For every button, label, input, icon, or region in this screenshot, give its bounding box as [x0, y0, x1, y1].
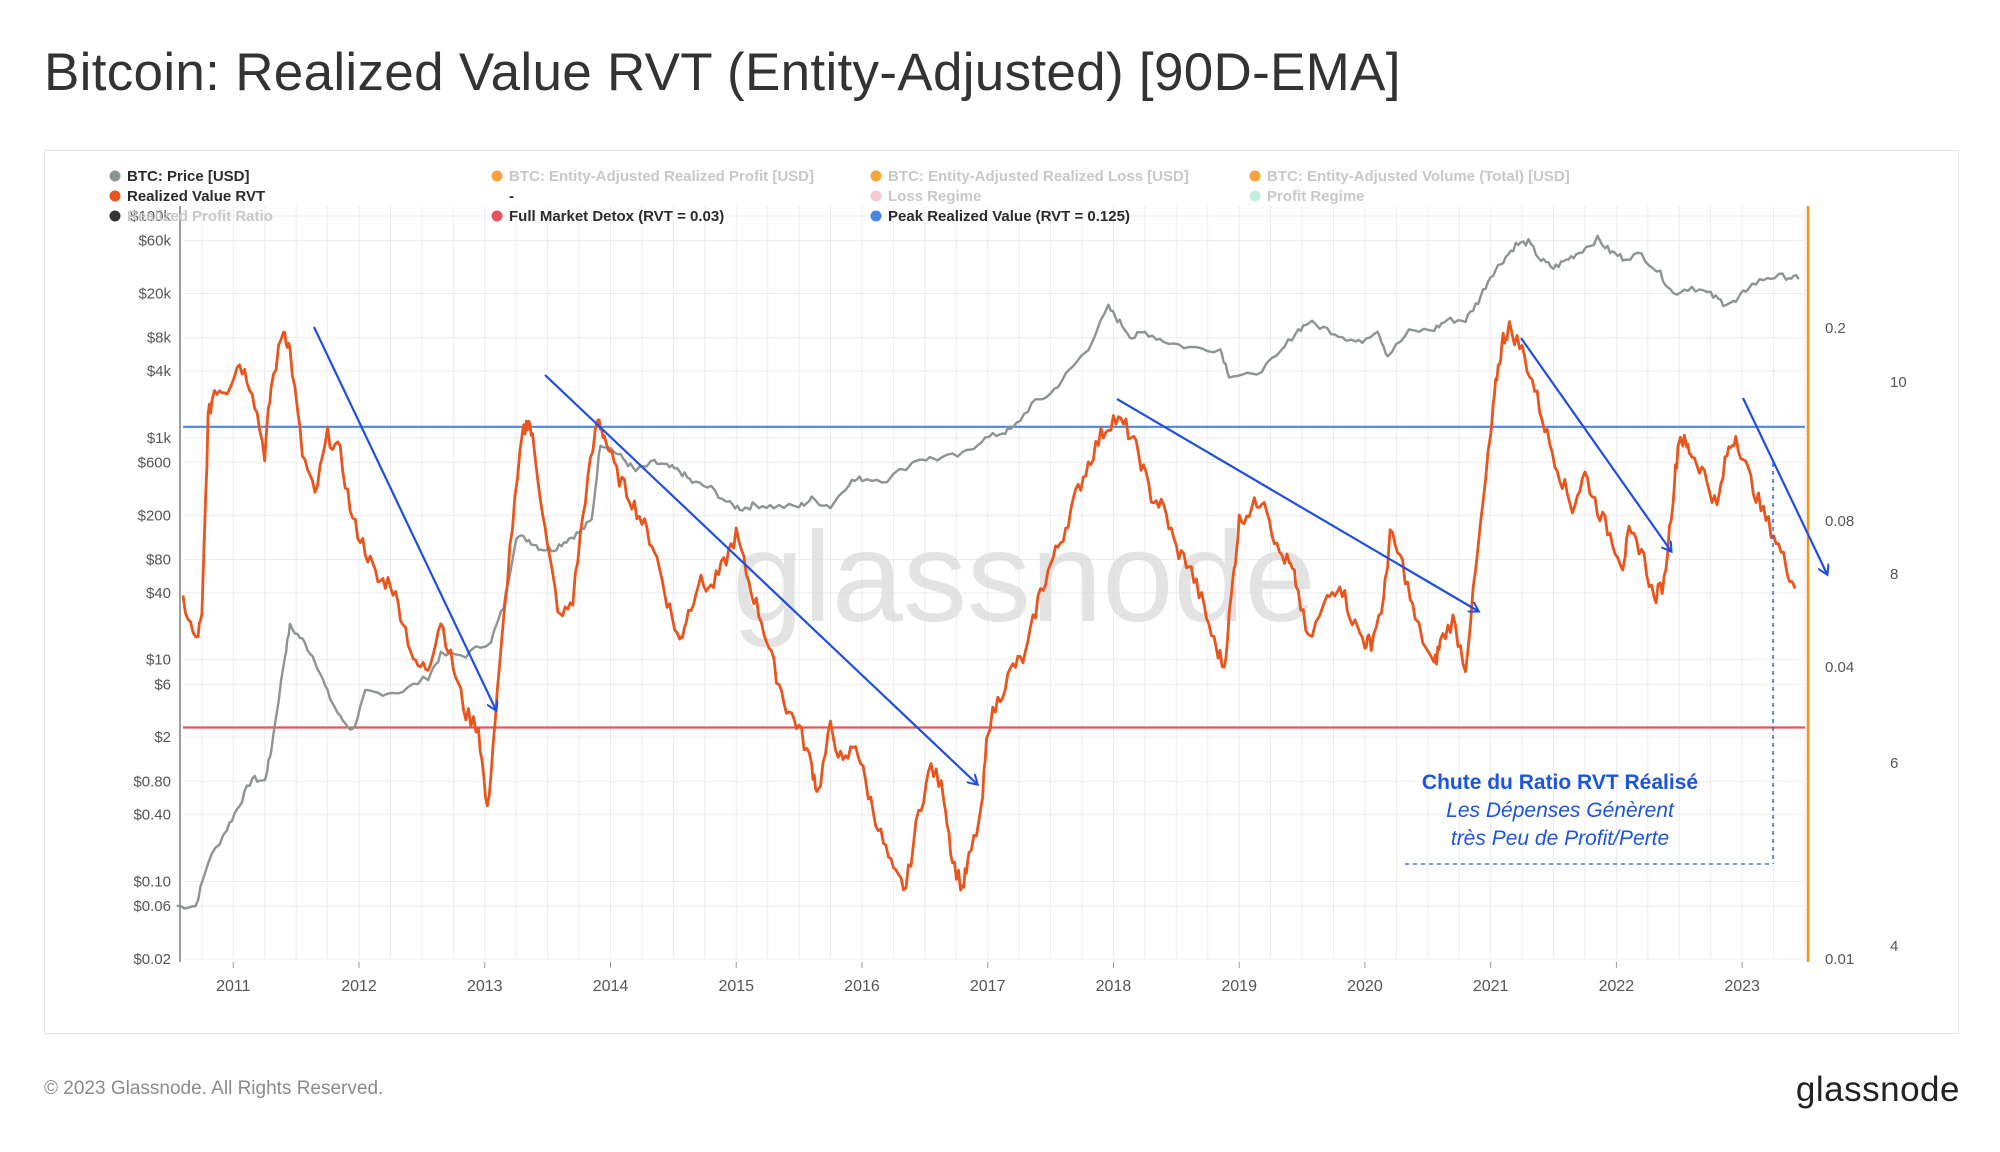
- left-axis-tick-label: $60k: [138, 233, 171, 250]
- annotation-line-2: très Peu de Profit/Perte: [1451, 827, 1669, 850]
- legend-label: Loss Regime: [888, 188, 981, 205]
- legend-marker: [870, 190, 882, 202]
- left-axis-tick-label: $4k: [147, 363, 172, 380]
- left-axis-tick-label: $100k: [130, 208, 171, 225]
- legend-marker: [109, 170, 121, 182]
- far-right-axis-tick-label: 10: [1890, 374, 1907, 391]
- btc-price-line: [176, 234, 1800, 910]
- x-axis-tick-label: 2014: [593, 978, 629, 995]
- trend-arrow: [1520, 337, 1671, 551]
- chart-svg: glassnode $100k $60k $20k $8k $4k $1k $600 $200…: [109, 168, 1907, 995]
- left-axis-tick-label: $0.40: [133, 807, 171, 824]
- left-axis-tick-label: $1k: [147, 430, 172, 447]
- legend-marker: [491, 170, 503, 182]
- legend-marker: [870, 210, 882, 222]
- left-axis-tick-label: $200: [138, 507, 171, 524]
- annotation-line-1: Les Dépenses Génèrent: [1446, 799, 1675, 822]
- left-axis-tick-label: $2: [154, 729, 171, 746]
- right-axis-tick-label: 0.08: [1825, 513, 1854, 530]
- x-axis-tick-label: 2017: [970, 978, 1006, 995]
- brand-logo: glassnode: [1795, 1070, 1960, 1109]
- x-axis-tick-label: 2012: [341, 978, 377, 995]
- x-axis-tick-label: 2018: [1096, 978, 1132, 995]
- x-axis-tick-label: 2016: [844, 978, 880, 995]
- x-axis-tick-label: 2021: [1473, 978, 1509, 995]
- page-title: Bitcoin: Realized Value RVT (Entity-Adju…: [44, 43, 1401, 102]
- x-axis-tick-label: 2013: [467, 978, 503, 995]
- trend-arrow: [1742, 397, 1827, 574]
- legend-label: Realized Profit Ratio: [127, 208, 273, 225]
- legend-label: -: [509, 188, 514, 205]
- legend-label: BTC: Entity-Adjusted Realized Profit [US…: [509, 168, 814, 185]
- x-axis-tick-label: 2015: [718, 978, 754, 995]
- left-axis-tick-label: $0.80: [133, 773, 171, 790]
- copyright-text: © 2023 Glassnode. All Rights Reserved.: [44, 1078, 384, 1099]
- legend-marker: [1249, 170, 1261, 182]
- x-axis-tick-label: 2022: [1599, 978, 1635, 995]
- x-axis-tick-label: 2011: [216, 978, 251, 995]
- far-right-axis-tick-label: 4: [1890, 938, 1898, 955]
- right-axis-tick-label: 0.2: [1825, 320, 1846, 337]
- left-axis-tick-label: $10: [146, 652, 171, 669]
- legend-label: BTC: Entity-Adjusted Volume (Total) [USD…: [1267, 168, 1570, 185]
- right-axis-tick-label: 0.04: [1825, 659, 1854, 676]
- annotation-title: Chute du Ratio RVT Réalisé: [1422, 771, 1698, 794]
- left-axis-tick-label: $0.02: [133, 951, 171, 968]
- trend-arrow: [544, 374, 977, 784]
- far-right-axis-tick-label: 8: [1890, 566, 1898, 583]
- legend-label: Realized Value RVT: [127, 188, 265, 205]
- x-axis-tick-label: 2019: [1221, 978, 1257, 995]
- rvt-line: [181, 320, 1797, 892]
- left-axis-tick-label: $6: [154, 676, 171, 693]
- chart-frame: glassnode $100k $60k $20k $8k $4k $1k $600 $200…: [44, 150, 1959, 1034]
- legend-marker: [1249, 190, 1261, 202]
- left-axis-tick-label: $0.10: [133, 873, 171, 890]
- legend-marker: [109, 210, 121, 222]
- trend-arrow: [1116, 398, 1478, 611]
- legend-label: Full Market Detox (RVT = 0.03): [509, 208, 724, 225]
- left-axis-tick-label: $600: [138, 454, 171, 471]
- watermark-text: glassnode: [732, 506, 1316, 649]
- far-right-axis-tick-label: 6: [1890, 755, 1898, 772]
- legend-label: Peak Realized Value (RVT = 0.125): [888, 208, 1130, 225]
- left-axis-tick-label: $40: [146, 585, 171, 602]
- legend-label: BTC: Price [USD]: [127, 168, 250, 185]
- legend-marker: [870, 170, 882, 182]
- legend-label: BTC: Entity-Adjusted Realized Loss [USD]: [888, 168, 1189, 185]
- right-axis-tick-label: 0.01: [1825, 951, 1854, 968]
- legend-marker: [491, 210, 503, 222]
- x-axis-tick-label: 2020: [1347, 978, 1383, 995]
- left-axis-tick-label: $80: [146, 551, 171, 568]
- left-axis-tick-label: $0.06: [133, 898, 171, 915]
- trend-arrow: [313, 326, 496, 710]
- x-axis-tick-label: 2023: [1724, 978, 1760, 995]
- left-axis-tick-label: $20k: [138, 286, 171, 303]
- legend-label: Profit Regime: [1267, 188, 1365, 205]
- left-axis-tick-label: $8k: [147, 330, 172, 347]
- legend-marker: [109, 190, 121, 202]
